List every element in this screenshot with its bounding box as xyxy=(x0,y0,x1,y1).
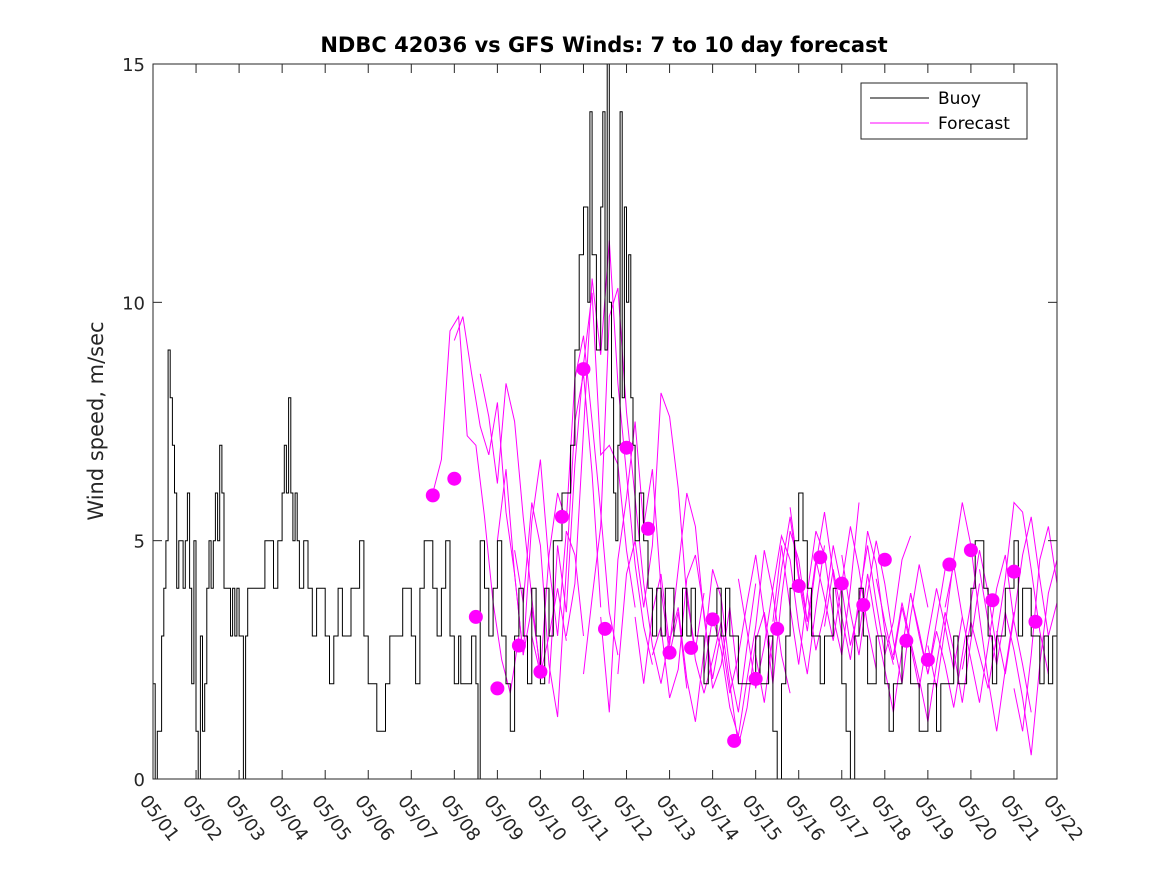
y-tick-label: 0 xyxy=(134,770,145,791)
x-tick-label: 05/07 xyxy=(393,791,441,845)
forecast-line-8 xyxy=(583,287,671,684)
forecast-line-1 xyxy=(453,316,541,670)
forecast-marker xyxy=(1028,614,1043,629)
y-tick-label: 15 xyxy=(122,55,145,76)
plot-area: 05101505/0105/0205/0305/0405/0505/0605/0… xyxy=(122,55,1087,845)
x-tick-label: 05/16 xyxy=(781,791,829,845)
x-tick-label: 05/21 xyxy=(996,791,1044,845)
forecast-marker xyxy=(619,440,634,455)
forecast-line-29 xyxy=(944,554,1032,713)
forecast-marker xyxy=(856,598,871,613)
forecast-marker xyxy=(425,488,440,503)
legend: Buoy Forecast xyxy=(860,82,1028,140)
forecast-marker xyxy=(684,640,699,655)
forecast-line-3 xyxy=(496,459,584,656)
chart-title: NDBC 42036 vs GFS Winds: 7 to 10 day for… xyxy=(320,33,887,57)
forecast-line-17 xyxy=(737,533,825,689)
forecast-marker xyxy=(813,550,828,565)
forecast-marker xyxy=(985,593,1000,608)
x-tick-label: 05/05 xyxy=(307,791,355,845)
forecast-marker xyxy=(899,633,914,648)
x-tick-label: 05/03 xyxy=(221,791,269,845)
x-tick-label: 05/22 xyxy=(1039,791,1087,845)
x-tick-label: 05/18 xyxy=(867,791,915,845)
forecast-marker xyxy=(598,621,612,636)
forecast-marker xyxy=(576,362,591,377)
legend-box xyxy=(860,82,1028,140)
forecast-line-22 xyxy=(824,535,912,660)
forecast-line-2 xyxy=(479,373,567,675)
x-tick-label: 05/12 xyxy=(609,791,657,845)
forecast-marker xyxy=(942,557,957,572)
forecast-line-13 xyxy=(669,569,757,722)
axes-frame xyxy=(152,63,1058,780)
x-tick-label: 05/06 xyxy=(350,791,398,845)
forecast-marker xyxy=(554,509,569,524)
forecast-line-18 xyxy=(755,512,843,703)
forecast-line-32 xyxy=(996,516,1058,675)
x-tick-label: 05/09 xyxy=(479,791,527,845)
forecast-marker xyxy=(963,543,978,558)
forecast-marker xyxy=(468,609,483,624)
forecast-line-30 xyxy=(961,501,1049,689)
x-tick-label: 05/10 xyxy=(522,791,570,845)
x-tick-label: 05/04 xyxy=(264,791,312,845)
forecast-marker xyxy=(834,576,849,591)
forecast-marker xyxy=(662,645,677,660)
x-tick-label: 05/01 xyxy=(135,791,183,845)
forecast-line-14 xyxy=(686,588,774,746)
forecast-marker xyxy=(791,578,806,593)
forecast-line-23 xyxy=(841,540,929,684)
x-tick-label: 05/20 xyxy=(953,791,1001,845)
legend-label: Buoy xyxy=(938,89,981,109)
forecast-marker xyxy=(490,681,505,696)
forecast-line-21 xyxy=(806,530,894,665)
forecast-marker xyxy=(705,612,720,627)
forecast-marker xyxy=(727,733,742,748)
buoy-line xyxy=(153,63,1058,780)
x-tick-label: 05/08 xyxy=(436,791,484,845)
y-axis-label: Wind speed, m/sec xyxy=(84,321,108,520)
forecast-marker xyxy=(533,664,548,679)
y-tick-label: 5 xyxy=(134,532,145,553)
forecast-line-4 xyxy=(514,373,602,718)
forecast-line-6 xyxy=(548,292,636,684)
forecast-marker xyxy=(447,471,462,486)
x-tick-label: 05/02 xyxy=(178,791,226,845)
forecast-line-26 xyxy=(892,583,980,722)
forecast-marker xyxy=(511,638,526,653)
x-tick-label: 05/19 xyxy=(910,791,958,845)
x-tick-label: 05/13 xyxy=(652,791,700,845)
x-tick-label: 05/17 xyxy=(824,791,872,845)
y-tick-label: 10 xyxy=(122,293,145,314)
forecast-marker xyxy=(1006,564,1021,579)
forecast-marker xyxy=(641,521,656,536)
forecast-marker xyxy=(770,621,785,636)
x-tick-label: 05/11 xyxy=(565,791,613,845)
forecast-marker xyxy=(920,652,935,667)
x-tick-label: 05/14 xyxy=(695,791,743,845)
forecast-marker xyxy=(748,671,763,686)
forecast-line-33 xyxy=(1013,526,1058,732)
x-tick-label: 05/15 xyxy=(738,791,786,845)
legend-label: Forecast xyxy=(938,114,1010,134)
forecast-marker xyxy=(877,552,892,567)
forecast-line-0 xyxy=(432,314,520,694)
